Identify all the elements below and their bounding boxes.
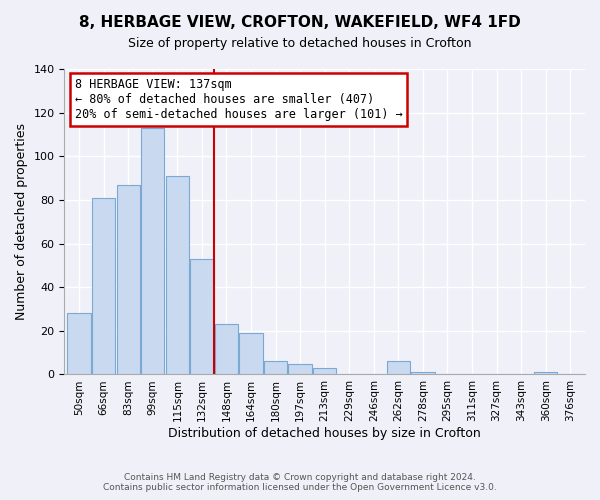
- Bar: [116, 184, 140, 374]
- Bar: [67, 314, 91, 374]
- Bar: [411, 372, 434, 374]
- Bar: [141, 128, 164, 374]
- Text: Size of property relative to detached houses in Crofton: Size of property relative to detached ho…: [128, 38, 472, 51]
- Text: Contains HM Land Registry data © Crown copyright and database right 2024.
Contai: Contains HM Land Registry data © Crown c…: [103, 473, 497, 492]
- Y-axis label: Number of detached properties: Number of detached properties: [15, 123, 28, 320]
- Text: 8, HERBAGE VIEW, CROFTON, WAKEFIELD, WF4 1FD: 8, HERBAGE VIEW, CROFTON, WAKEFIELD, WF4…: [79, 15, 521, 30]
- Bar: [92, 198, 115, 374]
- Bar: [313, 368, 337, 374]
- Bar: [387, 362, 410, 374]
- Text: 8 HERBAGE VIEW: 137sqm
← 80% of detached houses are smaller (407)
20% of semi-de: 8 HERBAGE VIEW: 137sqm ← 80% of detached…: [75, 78, 403, 121]
- Bar: [215, 324, 238, 374]
- Bar: [166, 176, 189, 374]
- Bar: [239, 333, 263, 374]
- Bar: [289, 364, 312, 374]
- X-axis label: Distribution of detached houses by size in Crofton: Distribution of detached houses by size …: [169, 427, 481, 440]
- Bar: [190, 259, 214, 374]
- Bar: [264, 362, 287, 374]
- Bar: [534, 372, 557, 374]
